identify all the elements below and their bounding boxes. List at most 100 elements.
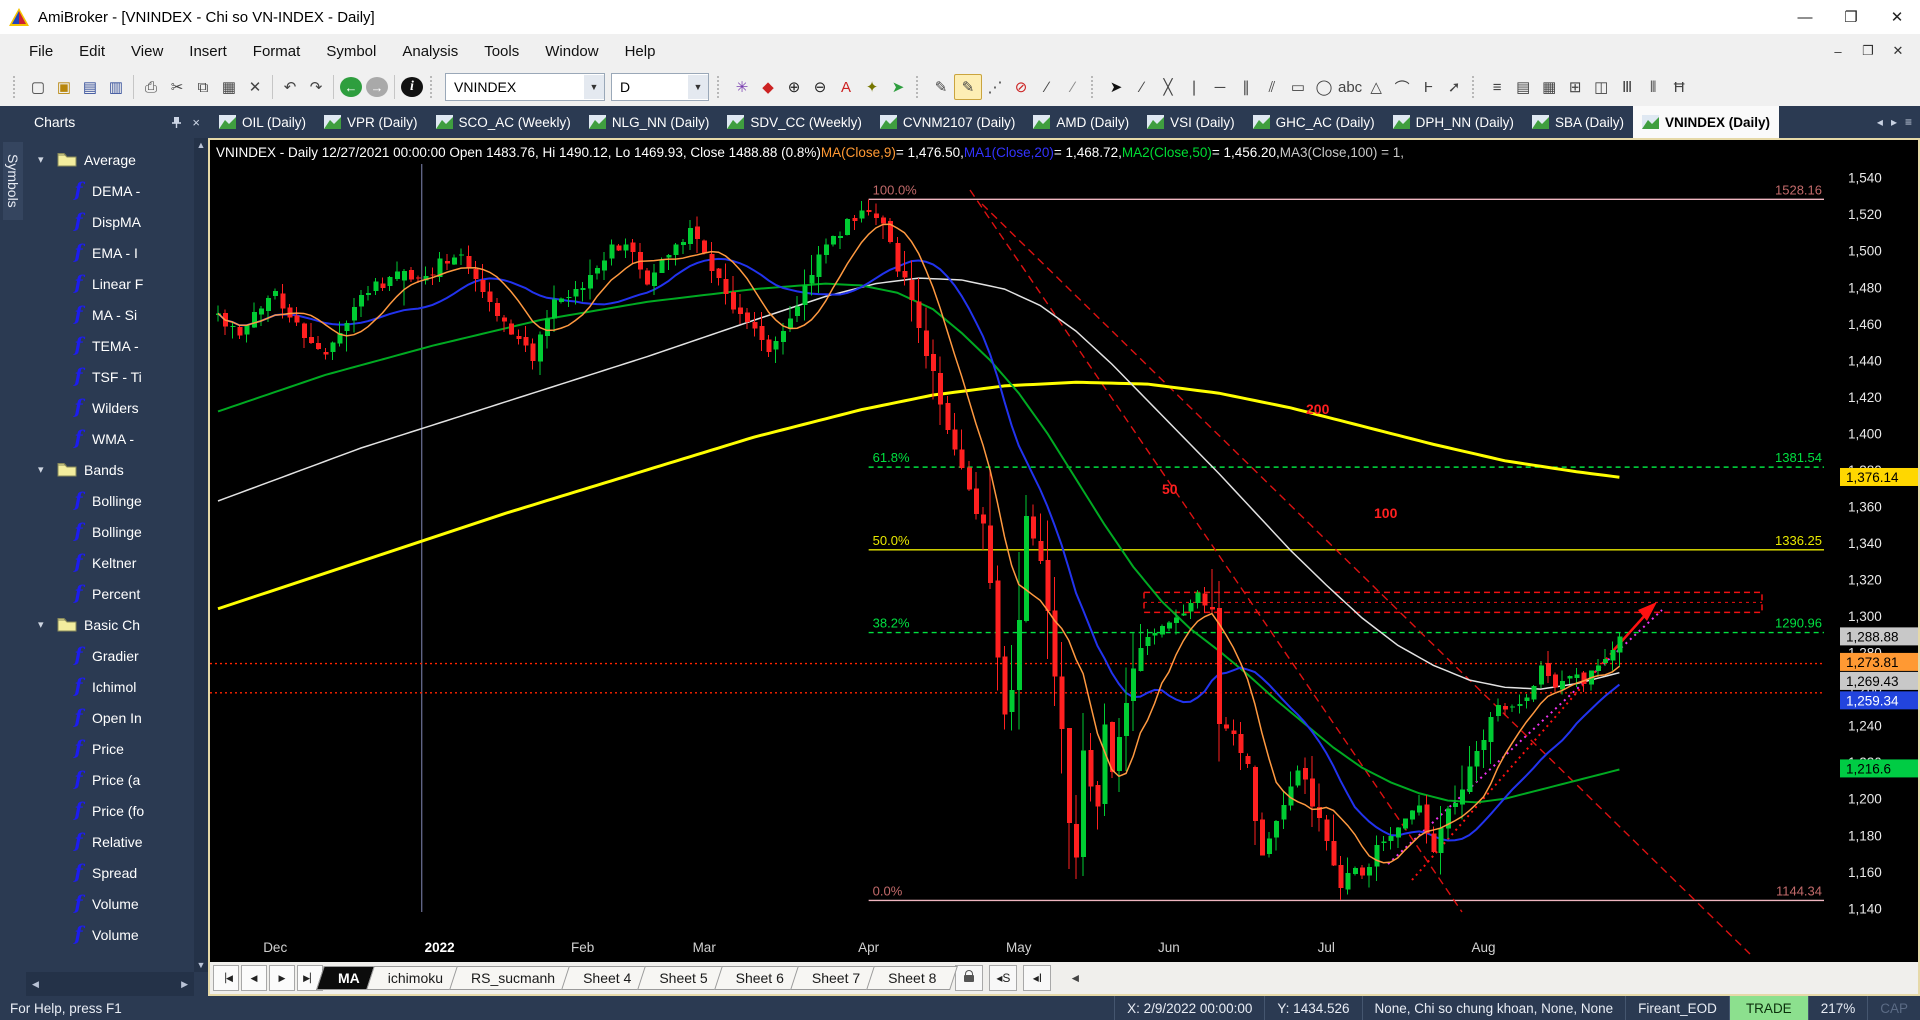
tree-folder-average[interactable]: ▾ Average [26,144,208,175]
tree-item-ichimol[interactable]: f Ichimol [26,671,208,702]
sheet-tab-rs-sucmanh[interactable]: RS_sucmanh [449,966,577,990]
zoom-out-icon[interactable]: ⊖ [813,79,827,96]
pointer-icon[interactable]: ➤ [1109,79,1123,96]
columns-icon[interactable]: Ⅲ [1622,79,1633,96]
arc-icon[interactable]: ⌒ [1394,79,1410,97]
sheet-tab-sheet-6[interactable]: Sheet 6 [713,966,806,990]
arrow-up-icon[interactable]: ➚ [1447,79,1461,96]
lock-icon[interactable] [955,965,984,991]
tree-item-wilders[interactable]: f Wilders [26,392,208,423]
symbols-dock-tab[interactable]: Symbols [3,142,23,220]
tree-item-dema-[interactable]: f DEMA - [26,175,208,206]
tree-item-open-in[interactable]: f Open In [26,702,208,733]
tree-vertical-scrollbar[interactable]: ▲ ▼ [194,138,208,972]
chevron-down-icon[interactable]: ▾ [38,619,44,631]
tree-item-keltner[interactable]: f Keltner [26,547,208,578]
tree-item-bollinge[interactable]: f Bollinge [26,516,208,547]
menu-item-symbol[interactable]: Symbol [326,42,377,60]
parameters-icon[interactable]: ✳ [735,79,749,96]
tab-nlg_nn[interactable]: NLG_NN (Daily) [580,106,719,138]
save-icon[interactable]: ▤ [82,79,98,96]
tile-icon[interactable]: ▦ [1542,79,1557,96]
tab-vpr[interactable]: VPR (Daily) [315,106,427,138]
menu-item-insert[interactable]: Insert [189,42,227,60]
menu-item-edit[interactable]: Edit [79,42,106,60]
tree-item-volume[interactable]: f Volume [26,888,208,919]
menu-item-window[interactable]: Window [545,42,599,60]
tab-sdv_cc[interactable]: SDV_CC (Weekly) [718,106,871,138]
tab-list-icon[interactable]: ≡ [1904,115,1912,129]
forward-icon[interactable]: → [366,77,388,97]
menu-item-tools[interactable]: Tools [484,42,520,60]
scroll-up-icon[interactable]: ▲ [196,140,206,150]
sheet-tab-sheet-5[interactable]: Sheet 5 [637,966,730,990]
delete-icon[interactable]: ✕ [248,79,262,96]
afl-editor-icon[interactable]: A [840,78,851,96]
tree-item-ma-si[interactable]: f MA - Si [26,299,208,330]
tree-item-percent[interactable]: f Percent [26,578,208,609]
tree-item-relative[interactable]: f Relative [26,826,208,857]
sheet-tab-sheet-4[interactable]: Sheet 4 [561,966,654,990]
menu-item-view[interactable]: View [131,42,164,60]
scroll-down-icon[interactable]: ▼ [196,960,206,970]
triangle-icon[interactable]: △ [1370,79,1382,96]
draw-pencil-icon[interactable]: ✎ [934,79,948,96]
tree-item-volume[interactable]: f Volume [26,919,208,950]
tree-item-price-a[interactable]: f Price (a [26,764,208,795]
sheet-tab-sheet-8[interactable]: Sheet 8 [866,966,959,990]
tab-scroll-right-icon[interactable]: ▸ [1890,115,1897,129]
next-sheet-icon[interactable]: ▶ [269,965,295,991]
indicator-icon[interactable]: ◆ [762,79,774,96]
sheet-tab-sheet-7[interactable]: Sheet 7 [789,966,883,990]
tree-item-price[interactable]: f Price [26,733,208,764]
chart-plot-area[interactable]: 100.0% 1528.16 61.8% 1381.54 50.0% 1336.25 38.… [210,164,1918,962]
symbol-combo[interactable]: VNINDEX ▼ [445,73,605,101]
go-icon[interactable]: ➤ [891,79,905,96]
first-sheet-icon[interactable]: ▕◀ [213,965,239,991]
cut-icon[interactable]: ✂ [170,79,184,96]
tree-item-tema-[interactable]: f TEMA - [26,330,208,361]
draw-pencil-selected-icon[interactable]: ✎ [954,74,982,100]
window-split-icon[interactable]: ◫ [1594,79,1609,96]
tab-vnindex[interactable]: VNINDEX (Daily) [1632,106,1779,138]
tree-item-gradier[interactable]: f Gradier [26,640,208,671]
child-close-button[interactable]: ✕ [1892,43,1904,58]
chevron-down-icon[interactable]: ▼ [584,75,604,99]
draw-dotted-line-icon[interactable]: ⋰ [987,79,1003,96]
ray-tool-icon[interactable]: ∕ [1071,78,1075,96]
tree-item-price-fo[interactable]: f Price (fo [26,795,208,826]
bars-style-icon[interactable]: ⫴ [1650,78,1657,96]
maximize-button[interactable]: ❐ [1844,9,1858,26]
ellipse-icon[interactable]: ◯ [1315,79,1333,96]
open-icon[interactable]: ▣ [56,79,72,96]
panel-close-icon[interactable]: × [192,114,200,130]
sheet-tab-ichimoku[interactable]: ichimoku [365,966,465,990]
paste-icon[interactable]: ▦ [221,79,237,96]
tab-sba[interactable]: SBA (Daily) [1523,106,1633,138]
tree-folder-bands[interactable]: ▾ Bands [26,454,208,485]
tab-vsi[interactable]: VSI (Daily) [1138,106,1244,138]
tree-item-ema-i[interactable]: f EMA - I [26,237,208,268]
tree-item-wma-[interactable]: f WMA - [26,423,208,454]
parallel-lines-icon[interactable]: ∥ [1242,79,1250,96]
new-icon[interactable]: ▢ [30,79,46,96]
chevron-down-icon[interactable]: ▼ [688,75,708,99]
rectangle-icon[interactable]: ▭ [1290,79,1306,96]
interval-combo[interactable]: D ▼ [611,73,709,101]
layers-icon[interactable]: ≡ [1492,78,1502,96]
tab-scroll-left-icon[interactable]: ◂ [1876,115,1883,129]
back-icon[interactable]: ← [340,77,362,97]
child-minimize-button[interactable]: – [1834,43,1842,59]
scroll-right-icon[interactable]: ▶ [181,978,188,989]
line-tool-icon[interactable]: ∕ [1045,78,1049,96]
horizontal-line-icon[interactable]: ─ [1214,78,1226,96]
chevron-down-icon[interactable]: ▾ [38,154,44,166]
menu-item-analysis[interactable]: Analysis [402,42,459,60]
minimize-button[interactable]: — [1797,8,1813,26]
text-tool-icon[interactable]: abc [1338,78,1363,96]
tab-ghc_ac[interactable]: GHC_AC (Daily) [1244,106,1384,138]
tab-amd[interactable]: AMD (Daily) [1024,106,1138,138]
fibonacci-retracement[interactable]: 100.0% 1528.16 61.8% 1381.54 50.0% 1336.25 38.… [868,182,1824,902]
menu-item-help[interactable]: Help [624,42,656,60]
info-icon[interactable]: i [401,77,423,97]
